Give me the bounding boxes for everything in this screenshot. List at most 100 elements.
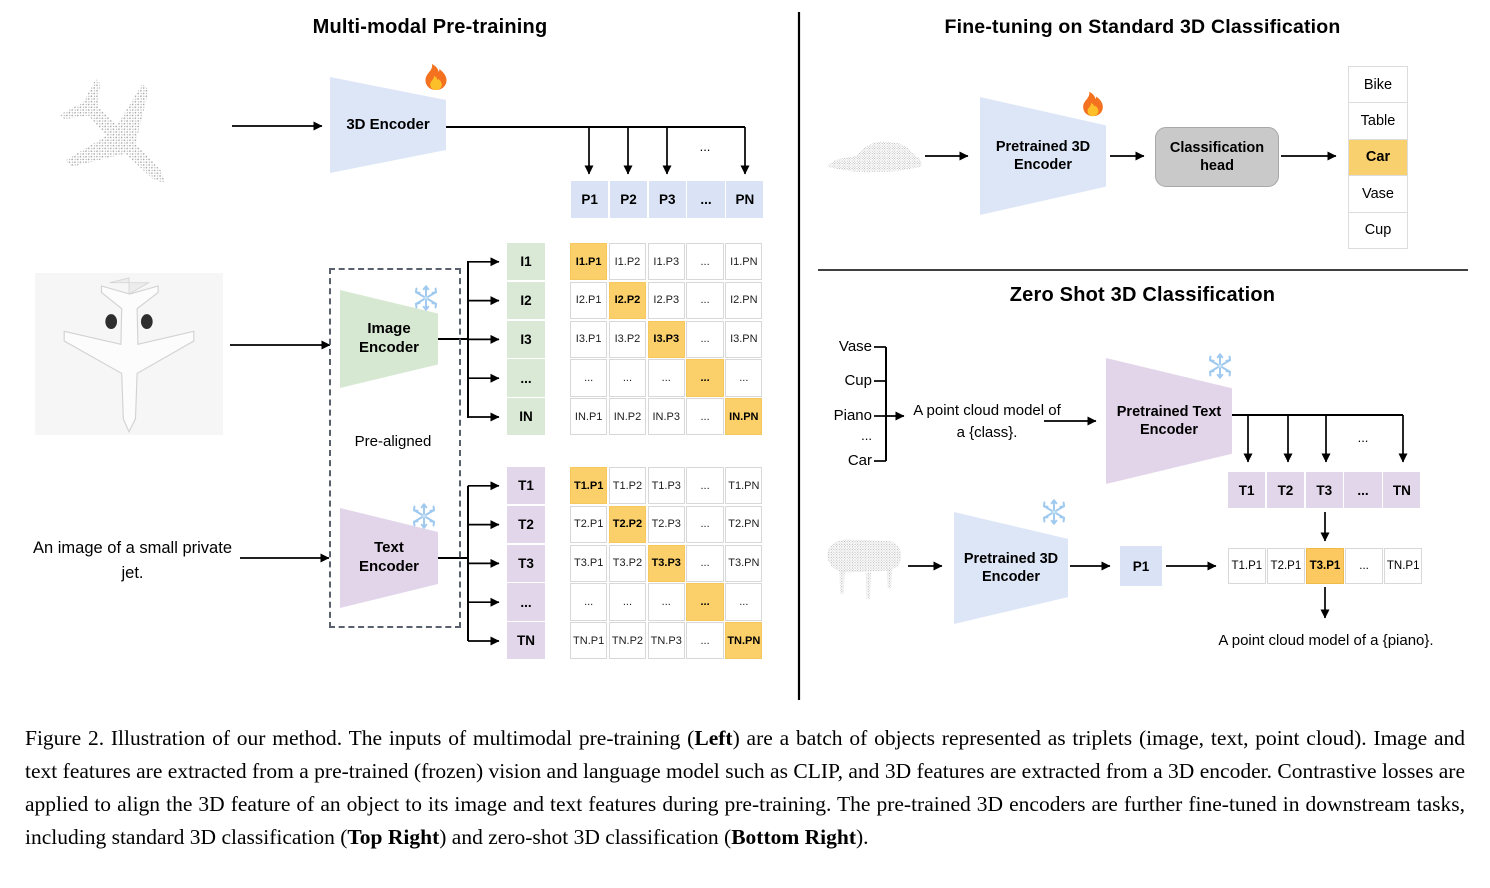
sim-cell: T1.P1 xyxy=(1228,548,1266,584)
matrix-cell: ... xyxy=(686,505,724,544)
matrix-cell: ... xyxy=(608,359,647,397)
fire-icon xyxy=(425,64,447,90)
matrix-cell: I2.PN xyxy=(725,281,763,320)
zs-text-feature-row: T1 T2 T3 ... TN xyxy=(1228,472,1421,508)
matrix-cell: ... xyxy=(686,320,724,358)
matrix-cell: IN.P1 xyxy=(570,398,608,436)
matrix-cell: I1.P1 xyxy=(570,243,608,281)
t-cell: T3 xyxy=(1305,472,1343,508)
i-cell: I2 xyxy=(507,281,545,320)
p-cell: P3 xyxy=(648,181,686,219)
matrix-cell: I1.P2 xyxy=(608,243,647,281)
t-cell: T3 xyxy=(507,544,545,582)
snowflake-icon xyxy=(1042,499,1066,525)
p-cell: P2 xyxy=(609,181,648,219)
matrix-cell: T2.PN xyxy=(725,505,763,544)
image-feature-column: I1 I2 I3 ... IN xyxy=(507,243,545,436)
matrix-cell: I2.P1 xyxy=(570,281,608,320)
matrix-cell: ... xyxy=(686,398,724,436)
matrix-cell: ... xyxy=(686,281,724,320)
sim-cell: T2.P1 xyxy=(1267,548,1305,584)
matrix-cell: T3.PN xyxy=(725,544,763,582)
matrix-cell: IN.P2 xyxy=(608,398,647,436)
matrix-cell: T2.P1 xyxy=(570,505,608,544)
matrix-cell: ... xyxy=(570,583,608,621)
matrix-cell: ... xyxy=(686,583,724,621)
matrix-cell: TN.P3 xyxy=(647,622,685,660)
classification-head-label: Classification head xyxy=(1169,139,1265,174)
class-item-predicted: Car xyxy=(1348,138,1408,177)
snowflake-icon xyxy=(1208,353,1232,379)
class-item: Cup xyxy=(1348,211,1408,249)
class-item: Bike xyxy=(1348,66,1408,104)
matrix-cell: ... xyxy=(647,359,685,397)
pre-aligned-box xyxy=(329,268,461,628)
matrix-cell: ... xyxy=(686,243,724,281)
t-cell: ... xyxy=(507,583,545,621)
zs-output-text: A point cloud model of a {piano}. xyxy=(1218,632,1434,649)
image-encoder-label: Image Encoder xyxy=(358,320,419,356)
t-cell: T1 xyxy=(1228,472,1266,508)
matrix-cell: ... xyxy=(686,622,724,660)
p-cell: PN xyxy=(726,181,764,219)
snowflake-icon xyxy=(414,285,438,311)
zs-class-ellipsis: ... xyxy=(861,428,872,443)
matrix-cell: T1.P3 xyxy=(647,467,685,505)
t-cell: TN xyxy=(507,622,545,660)
matrix-cell: T2.P3 xyxy=(647,505,685,544)
t-cell: T2 xyxy=(1266,472,1305,508)
airplane-pointcloud-image xyxy=(59,78,166,184)
pre-aligned-label: Pre-aligned xyxy=(354,433,432,450)
matrix-cell: ... xyxy=(647,583,685,621)
zs-pretrained-3d-encoder-label: Pretrained 3D Encoder xyxy=(963,550,1059,585)
matrix-cell: T1.P2 xyxy=(608,467,647,505)
caption-segment: ) and zero-shot 3D classification ( xyxy=(439,825,732,850)
pretrained-3d-encoder-label: Pretrained 3D Encoder xyxy=(995,138,1091,173)
matrix-cell: I2.P3 xyxy=(647,281,685,320)
p-feature-row: P1 P2 P3 ... PN xyxy=(571,181,764,219)
fire-icon xyxy=(1083,91,1103,117)
matrix-cell: I3.P2 xyxy=(608,320,647,358)
sim-cell: TN.P1 xyxy=(1384,548,1422,584)
matrix-cell: T1.P1 xyxy=(570,467,608,505)
matrix-cell: ... xyxy=(686,467,724,505)
matrix-cell: I2.P2 xyxy=(608,281,647,320)
i-cell: IN xyxy=(507,398,545,436)
matrix-cell: ... xyxy=(570,359,608,397)
text-point-similarity-matrix: T1.P1 T1.P2 T1.P3 ... T1.PN T2.P1 T2.P2 … xyxy=(570,467,763,660)
matrix-cell: I3.P3 xyxy=(647,320,685,358)
matrix-cell: I3.P1 xyxy=(570,320,608,358)
matrix-cell: T3.P1 xyxy=(570,544,608,582)
car-pointcloud-image xyxy=(827,141,922,173)
ellipsis-label: ... xyxy=(699,139,711,154)
i-cell: ... xyxy=(507,359,545,397)
matrix-cell: TN.P1 xyxy=(570,622,608,660)
figure-caption: Figure 2. Illustration of our method. Th… xyxy=(25,722,1465,854)
t-cell: ... xyxy=(1344,472,1382,508)
p-cell: P1 xyxy=(571,181,609,219)
matrix-cell: T2.P2 xyxy=(608,505,647,544)
finetune-title: Fine-tuning on Standard 3D Classificatio… xyxy=(944,16,1341,38)
matrix-cell: ... xyxy=(686,359,724,397)
caption-segment-bold: Top Right xyxy=(347,825,440,850)
i-cell: I3 xyxy=(507,320,545,358)
matrix-cell: I3.PN xyxy=(725,320,763,358)
private-jet-photo xyxy=(35,273,223,435)
zeroshot-title: Zero Shot 3D Classification xyxy=(1009,284,1276,306)
class-list: Bike Table Car Vase Cup xyxy=(1348,66,1408,249)
piano-pointcloud-image xyxy=(827,539,901,600)
caption-segment-bold: Left xyxy=(694,726,733,750)
caption-segment: ). xyxy=(856,825,869,850)
matrix-cell: ... xyxy=(725,359,763,397)
prompt-line1: A point cloud model of xyxy=(913,402,1061,419)
t-cell: T2 xyxy=(507,505,545,544)
pretraining-title: Multi-modal Pre-training xyxy=(312,16,548,38)
sim-cell-matched: T3.P1 xyxy=(1306,548,1344,584)
caption-segment-bold: Bottom Right xyxy=(731,825,857,850)
pretrained-text-encoder-label: Pretrained Text Encoder xyxy=(1116,403,1222,438)
i-cell: I1 xyxy=(507,243,545,281)
matrix-cell: TN.PN xyxy=(725,622,763,660)
3d-encoder-label: 3D Encoder xyxy=(346,115,430,133)
caption-segment: ) are a batch of objects represented as … xyxy=(25,726,1466,850)
matrix-cell: TN.P2 xyxy=(608,622,647,660)
